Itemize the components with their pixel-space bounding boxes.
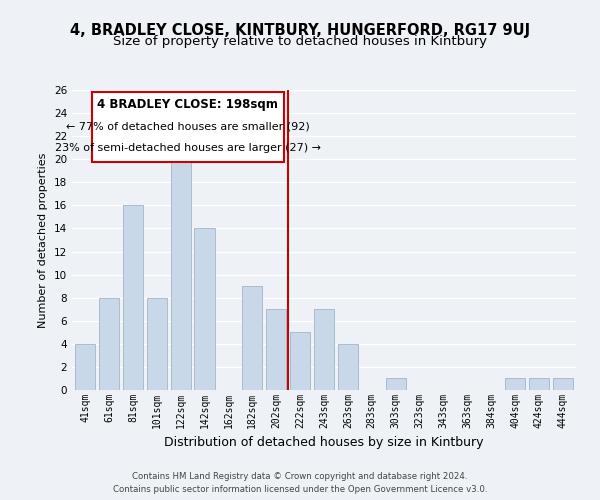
Text: 4, BRADLEY CLOSE, KINTBURY, HUNGERFORD, RG17 9UJ: 4, BRADLEY CLOSE, KINTBURY, HUNGERFORD, … [70,22,530,38]
Bar [314,309,334,390]
X-axis label: Distribution of detached houses by size in Kintbury: Distribution of detached houses by size … [164,436,484,450]
Bar [99,298,119,390]
Bar [75,344,95,390]
Text: Size of property relative to detached houses in Kintbury: Size of property relative to detached ho… [113,35,487,48]
Bar [505,378,525,390]
Bar [194,228,215,390]
Bar [338,344,358,390]
Text: Contains HM Land Registry data © Crown copyright and database right 2024.
Contai: Contains HM Land Registry data © Crown c… [113,472,487,494]
Bar [386,378,406,390]
FancyBboxPatch shape [92,92,284,162]
Y-axis label: Number of detached properties: Number of detached properties [38,152,49,328]
Text: ← 77% of detached houses are smaller (92): ← 77% of detached houses are smaller (92… [66,122,310,132]
Bar [242,286,262,390]
Bar [529,378,549,390]
Bar [123,206,143,390]
Bar [170,148,191,390]
Bar [266,309,286,390]
Bar [146,298,167,390]
Bar [553,378,573,390]
Text: 4 BRADLEY CLOSE: 198sqm: 4 BRADLEY CLOSE: 198sqm [97,98,278,110]
Bar [290,332,310,390]
Text: 23% of semi-detached houses are larger (27) →: 23% of semi-detached houses are larger (… [55,143,321,153]
